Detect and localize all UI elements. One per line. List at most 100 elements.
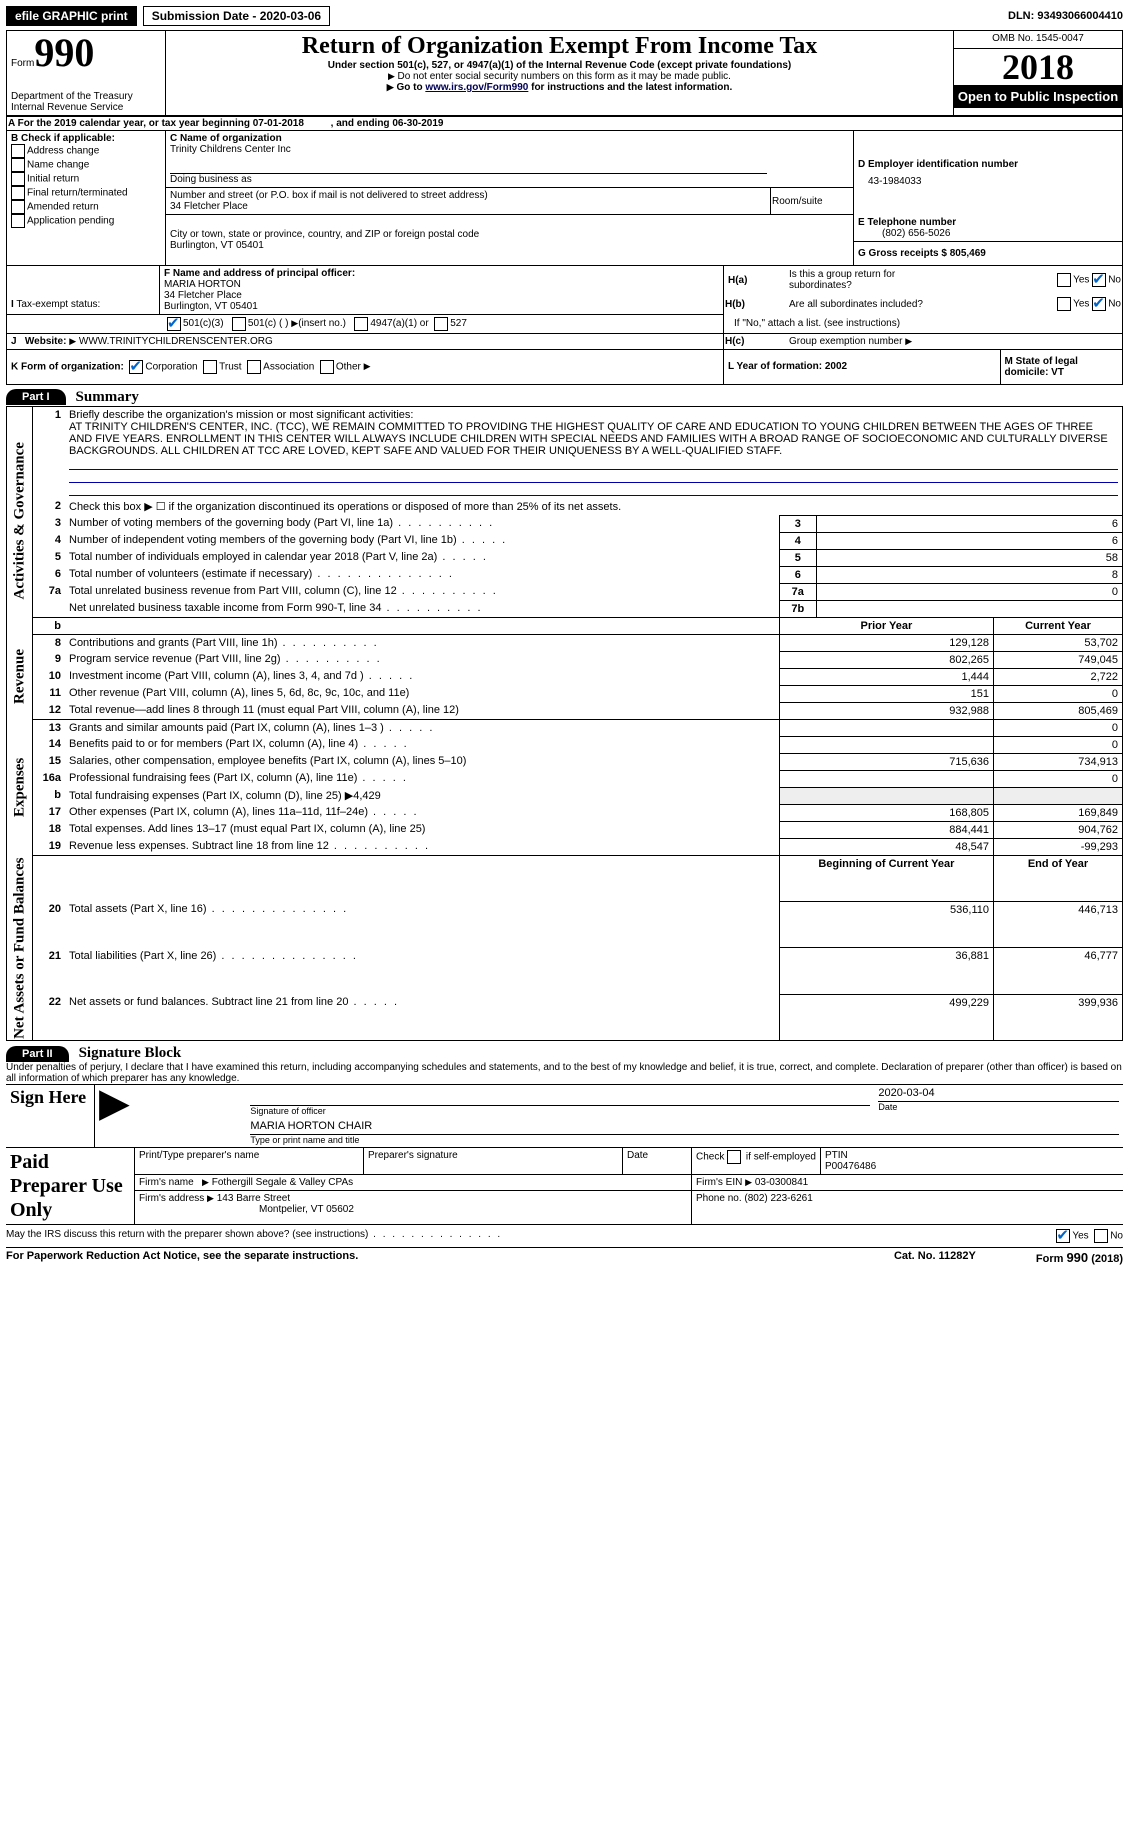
k-label: K Form of organization: [11,361,124,372]
form-header: Form990 Department of the Treasury Inter… [6,30,1123,116]
firm-ein-label: Firm's EIN [696,1177,742,1188]
e-label: E Telephone number [858,217,1118,228]
prior-year-hdr: Prior Year [779,617,993,634]
omb-number: OMB No. 1545-0047 [954,31,1123,49]
ptin: P00476486 [825,1161,876,1172]
hb-text: Are all subordinates included? [788,295,1000,314]
check-assoc[interactable] [247,360,261,374]
discuss-yes[interactable] [1056,1229,1070,1243]
c-label: C Name of organization [170,133,282,144]
f-label: F Name and address of principal officer: [164,268,355,279]
check-501c3[interactable] [167,317,181,331]
form-title: Return of Organization Exempt From Incom… [170,33,949,60]
ha-yes[interactable] [1057,273,1071,287]
declaration: Under penalties of perjury, I declare th… [6,1062,1123,1085]
note-ssn: Do not enter social security numbers on … [170,71,949,82]
discuss-question: May the IRS discuss this return with the… [6,1229,502,1243]
cat-no: Cat. No. 11282Y [894,1250,976,1265]
goto-post: for instructions and the latest informat… [528,82,732,93]
dept-treasury: Department of the Treasury [11,91,161,102]
form-footer: Form 990 (2018) [1036,1250,1123,1265]
line3: Number of voting members of the governin… [65,515,779,532]
section-revenue: Revenue [7,634,33,719]
val6: 8 [816,566,1122,583]
dba-label: Doing business as [170,173,767,185]
check-initial[interactable] [11,172,25,186]
date-label: Date [878,1101,1119,1112]
firm-name: Fothergill Segale & Valley CPAs [212,1177,353,1188]
efile-print-button[interactable]: efile GRAPHIC print [6,6,137,26]
check-final[interactable] [11,186,25,200]
goto-pre: Go to [396,82,425,93]
section-expenses: Expenses [7,719,33,855]
ha-no[interactable] [1092,273,1106,287]
sig-of-officer-label: Signature of officer [250,1105,870,1116]
part2-tab: Part II [6,1046,69,1062]
firm-name-label: Firm's name [139,1177,194,1188]
part1-title: Summary [76,389,139,406]
officer-street: 34 Fletcher Place [164,290,242,301]
prep-name-label: Print/Type preparer's name [135,1148,364,1175]
val7a: 0 [816,583,1122,600]
name-title-label: Type or print name and title [250,1134,1119,1145]
paperwork-notice: For Paperwork Reduction Act Notice, see … [6,1250,358,1265]
check-527[interactable] [434,317,448,331]
org-name: Trinity Childrens Center Inc [170,144,291,155]
check-app-pending[interactable] [11,214,25,228]
check-name[interactable] [11,158,25,172]
officer-name: MARIA HORTON [164,279,241,290]
line6: Total number of volunteers (estimate if … [65,566,779,583]
firm-phone: Phone no. (802) 223-6261 [692,1191,1124,1219]
a-line-start: A For the 2019 calendar year, or tax yea… [8,118,304,129]
state-domicile: M State of legal domicile: VT [1005,356,1078,378]
prep-sig-label: Preparer's signature [364,1148,623,1175]
part2-title: Signature Block [79,1045,182,1062]
check-address[interactable] [11,144,25,158]
officer-city: Burlington, VT 05401 [164,301,258,312]
current-year-hdr: Current Year [994,617,1123,634]
b-label: B Check if applicable: [11,133,161,144]
check-501c[interactable] [232,317,246,331]
website: WWW.TRINITYCHILDRENSCENTER.ORG [79,336,273,347]
line2: Check this box ▶ ☐ if the organization d… [65,498,1123,516]
form-number: 990 [34,30,94,75]
form-subtitle: Under section 501(c), 527, or 4947(a)(1)… [170,60,949,71]
line4: Number of independent voting members of … [65,532,779,549]
open-to-public: Open to Public Inspection [954,85,1122,108]
dln-text: DLN: 93493066004410 [1008,10,1123,22]
hb-no[interactable] [1092,297,1106,311]
check-amended[interactable] [11,200,25,214]
irs-link[interactable]: www.irs.gov/Form990 [425,82,528,93]
val7b [816,600,1122,617]
part1-tab: Part I [6,389,66,405]
line5: Total number of individuals employed in … [65,549,779,566]
check-self-employed[interactable] [727,1150,741,1164]
check-other[interactable] [320,360,334,374]
irs-label: Internal Revenue Service [11,102,161,113]
city-label: City or town, state or province, country… [170,229,479,240]
check-trust[interactable] [203,360,217,374]
prep-date-label: Date [623,1148,692,1175]
firm-addr-label: Firm's address [139,1193,204,1204]
street: 34 Fletcher Place [170,201,248,212]
sign-here: Sign Here [6,1085,95,1148]
arrow-icon-sign: ▶ [95,1085,247,1148]
h-note: If "No," attach a list. (see instruction… [724,314,1123,333]
sig-date: 2020-03-04 [878,1087,1119,1099]
firm-addr1: 143 Barre Street [217,1193,290,1204]
firm-addr2: Montpelier, VT 05602 [259,1204,354,1215]
room-label: Room/suite [771,188,854,215]
val4: 6 [816,532,1122,549]
hb-yes[interactable] [1057,297,1071,311]
discuss-no[interactable] [1094,1229,1108,1243]
check-4947[interactable] [354,317,368,331]
a-line-end: , and ending 06-30-2019 [331,118,444,129]
submission-date-button[interactable]: Submission Date - 2020-03-06 [143,6,330,26]
firm-ein: 03-0300841 [755,1177,808,1188]
phone: (802) 656-5026 [882,228,1118,239]
section-activities: Activities & Governance [7,407,33,635]
check-corp[interactable] [129,360,143,374]
line7a: Total unrelated business revenue from Pa… [65,583,779,600]
ptin-label: PTIN [825,1150,848,1161]
arrow-icon [387,82,394,93]
